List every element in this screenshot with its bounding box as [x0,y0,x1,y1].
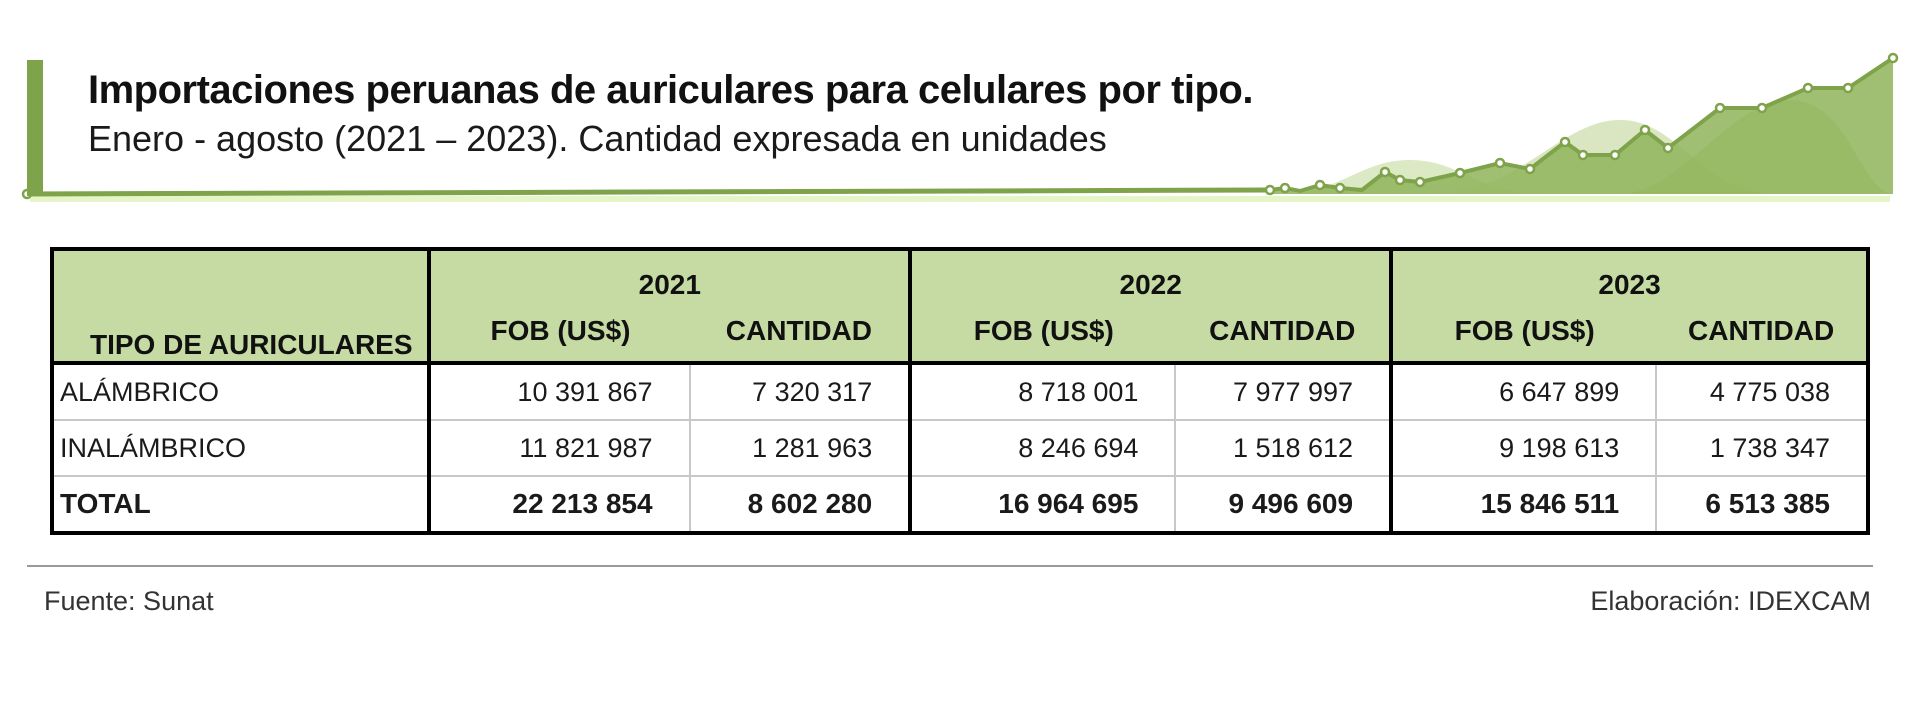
table-cell: 9 496 609 [1174,475,1394,535]
table-cell: 6 513 385 [1655,475,1870,535]
table-cell: 1 738 347 [1655,419,1870,476]
chart-title: Importaciones peruanas de auriculares pa… [88,68,1253,112]
decorative-trend-graphic [21,52,1899,202]
row-label: ALÁMBRICO [49,363,432,420]
table-cell: 7 977 997 [1174,363,1394,420]
table-cell: 4 775 038 [1655,363,1870,420]
table-cell: 16 964 695 [910,475,1176,535]
table-cell: 1 518 612 [1174,419,1394,476]
table-cell: 1 281 963 [688,419,913,476]
table-cell: 10 391 867 [517,376,653,407]
table-cell: 11 821 987 [429,419,690,476]
header-banner: Importaciones peruanas de auriculares pa… [0,0,1920,210]
year-header-2022: 2022 [910,247,1394,301]
table-cell: 15 846 511 [1391,475,1657,535]
fob-header: FOB (US$) [910,301,1176,365]
table-cell: 22 213 854 [429,475,690,535]
table-cell: 8 246 694 [910,419,1176,476]
fob-header: FOB (US$) [1391,301,1657,365]
footer-divider [27,565,1873,567]
title-accent-bar [27,60,43,196]
qty-header: CANTIDAD [1175,301,1394,365]
table-cell: 6 647 899 [1499,376,1620,407]
imports-table: TIPO DE AURICULARES 2021 2022 2023 FOB (… [49,247,1870,535]
chart-subtitle: Enero - agosto (2021 – 2023). Cantidad e… [88,118,1107,159]
row-label: TOTAL [49,475,432,535]
row-label: INALÁMBRICO [49,419,432,476]
table-cell: 8 602 280 [688,475,913,535]
table-cell: 8 718 001 [1018,376,1139,407]
year-header-2021: 2021 [429,247,913,301]
table-cell: 9 198 613 [1391,419,1657,476]
type-column-header: TIPO DE AURICULARES [49,247,432,365]
total-row: TOTAL 22 213 854 8 602 280 16 964 695 9 … [49,475,1870,535]
year-header-2023: 2023 [1391,247,1870,301]
qty-header: CANTIDAD [689,301,913,365]
table-row: ALÁMBRICO 10 391 867 7 320 317 8 718 001… [49,363,1870,420]
credit-note: Elaboración: IDEXCAM [1590,586,1871,616]
qty-header: CANTIDAD [1656,301,1870,365]
source-note: Fuente: Sunat [44,586,214,616]
table-cell: 7 320 317 [688,363,913,420]
fob-header: FOB (US$) [429,301,690,365]
table-row: INALÁMBRICO 11 821 987 1 281 963 8 246 6… [49,419,1870,476]
